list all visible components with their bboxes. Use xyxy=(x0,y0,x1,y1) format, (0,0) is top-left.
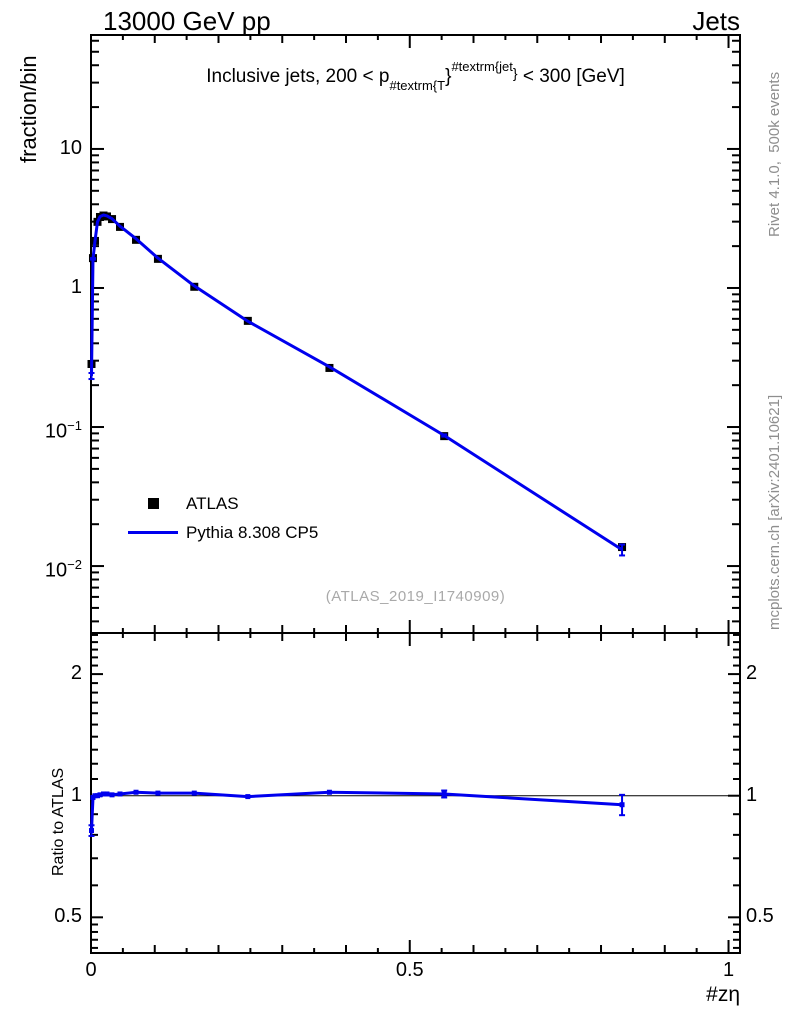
observable-title-suffix: < 300 [GeV] xyxy=(517,66,625,87)
x-axis-ticks xyxy=(90,35,730,953)
atlas-marker-swatch xyxy=(126,498,180,509)
legend: ATLAS Pythia 8.308 CP5 xyxy=(126,489,318,547)
pythia-error-bars xyxy=(88,257,626,557)
observable-title-subscript: #textrm{T xyxy=(389,78,446,93)
main-y-axis-ticks xyxy=(91,39,740,623)
observable-title-prefix: Inclusive jets, 200 < p xyxy=(206,66,390,87)
main-y-tick-label: 1 xyxy=(70,275,82,298)
generator-credit: Rivet 4.1.0, 500k events xyxy=(766,71,783,237)
black-square-icon xyxy=(147,498,159,509)
ratio-y-tick-label-left: 2 xyxy=(70,662,82,685)
ratio-y-tick-label-right: 1 xyxy=(746,783,758,806)
main-y-tick-label: 10−1 xyxy=(44,418,82,443)
analysis-watermark: (ATLAS_2019_I1740909) xyxy=(325,588,506,605)
main-y-tick-label: 10−2 xyxy=(44,557,82,582)
beam-energy-title: 13000 GeV pp xyxy=(103,6,271,36)
observable-title-brace: } xyxy=(445,66,452,87)
mcplots-credit: mcplots.cern.ch [arXiv:2401.10621] xyxy=(766,394,783,630)
ratio-y-tick-label-right: 0.5 xyxy=(746,905,774,928)
ratio-y-axis-ticks xyxy=(91,633,740,949)
main-y-tick-label: 10 xyxy=(59,136,82,159)
x-tick-label: 1 xyxy=(722,959,735,981)
process-title: Jets xyxy=(692,6,740,36)
ratio-y-tick-label-right: 2 xyxy=(746,662,758,685)
x-tick-label: 0 xyxy=(85,959,97,981)
legend-entry-pythia: Pythia 8.308 CP5 xyxy=(126,518,318,547)
x-tick-label: 0.5 xyxy=(395,959,424,981)
observable-title-brace2: } xyxy=(512,65,518,81)
ratio-y-tick-label-left: 0.5 xyxy=(54,905,82,928)
legend-label-pythia: Pythia 8.308 CP5 xyxy=(186,522,319,542)
blue-line-icon xyxy=(128,531,178,534)
observable-title: Inclusive jets, 200 < p#textrm{T}#textrm… xyxy=(91,59,740,93)
ratio-y-tick-label-left: 1 xyxy=(70,783,82,806)
legend-entry-atlas: ATLAS xyxy=(126,489,318,518)
observable-title-superscript: #textrm{jet xyxy=(451,59,513,74)
x-axis-title: #zη xyxy=(706,983,740,1006)
pythia-line-swatch xyxy=(126,531,180,534)
ratio-curve xyxy=(88,789,626,837)
pythia-model-curve xyxy=(90,213,623,552)
legend-label-atlas: ATLAS xyxy=(186,493,239,513)
